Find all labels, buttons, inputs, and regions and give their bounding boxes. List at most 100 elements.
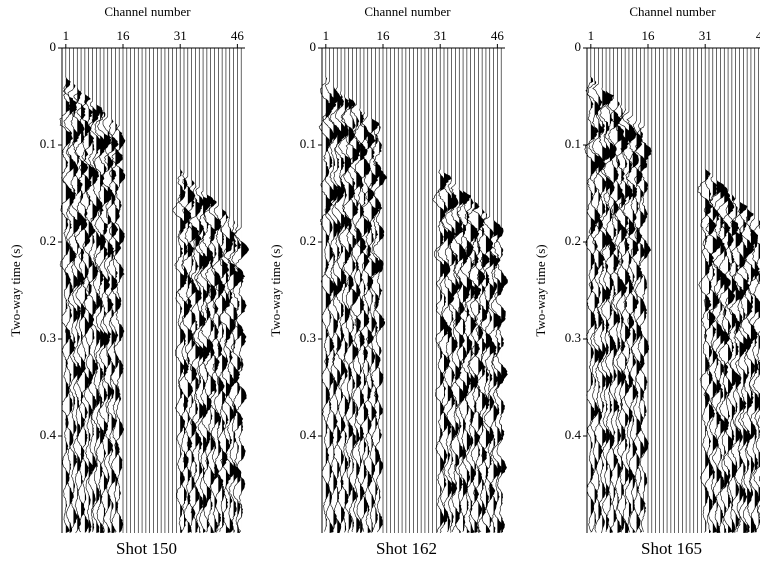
trace-fill [222,209,229,533]
trace-fill [96,104,103,534]
x-tick-label: 1 [63,28,70,43]
trace-fill [195,183,202,534]
panel-title: Shot 150 [116,539,177,558]
trace-fill [379,125,387,533]
trace [177,48,192,534]
x-tick-label: 16 [377,28,391,43]
trace-fill [88,97,96,533]
x-axis-label: Channel number [364,4,451,19]
trace-fill [606,90,614,533]
trace [97,48,112,532]
trace-fill [466,194,474,533]
trace-fill [705,169,713,533]
y-tick-label: 0.2 [565,233,581,248]
trace [372,48,387,533]
panel-title: Shot 162 [376,539,437,558]
trace-fill [598,84,606,533]
trace [713,48,728,532]
panel: 1 16 31 46 0 0.1 0.2 0.3 0.4 Channel number Two-wa… [8,4,249,558]
trace-fill [363,111,371,533]
trace [104,48,119,533]
y-tick-label: 0.2 [40,233,56,248]
trace-fill [360,108,368,534]
y-tick-label: 0 [575,39,582,54]
y-tick-label: 0.3 [565,330,581,345]
x-tick-label: 1 [323,28,330,43]
trace-fill [210,198,217,534]
trace-fill [65,77,73,533]
trace-fill [119,125,126,533]
trace-fill [750,212,758,533]
trace [739,48,755,532]
trace-fill [341,90,349,533]
x-tick-label: 46 [756,28,760,43]
trace-fill [747,209,754,533]
trace-fill [371,118,380,534]
y-tick-label: 0.4 [300,427,317,442]
panel: 1 16 31 46 0 0.1 0.2 0.3 0.4 Channel number Two-wa… [533,4,760,558]
trace-fill [375,122,382,533]
y-axis-label: Two-way time (s) [533,244,548,336]
trace-fill [609,94,617,534]
trace [59,48,74,532]
trace [62,48,78,533]
trace [452,48,467,533]
trace-fill [92,101,100,534]
trace-fill [628,111,637,533]
trace-fill [77,87,85,533]
x-tick-label: 31 [699,28,712,43]
x-tick-label: 16 [642,28,656,43]
y-axis-label: Two-way time (s) [268,244,283,336]
y-tick-label: 0.4 [565,427,582,442]
trace [348,48,363,533]
trace-fill [237,223,245,534]
trace-fill [724,187,731,533]
trace-fill [225,212,233,533]
trace [463,48,479,534]
y-tick-label: 0.3 [300,330,316,345]
trace [625,48,639,533]
trace-fill [81,90,88,533]
trace-fill [367,115,376,533]
trace-fill [501,227,508,533]
trace-fill [489,216,497,533]
x-axis-label: Channel number [104,4,191,19]
trace-fill [594,80,602,534]
x-tick-label: 31 [174,28,187,43]
y-tick-label: 0.1 [300,136,316,151]
trace-fill [229,216,236,533]
trace [322,48,337,533]
trace-fill [203,191,211,533]
y-tick-label: 0 [50,39,57,54]
y-tick-label: 0.1 [565,136,581,151]
trace-fill [716,180,725,533]
trace-fill [720,183,728,534]
trace-fill [644,125,652,533]
trace-fill [73,84,80,533]
trace [595,48,611,534]
trace-fill [625,108,632,534]
trace-fill [739,201,748,534]
x-tick-label: 31 [434,28,447,43]
trace-fill [613,97,622,533]
y-tick-label: 0.2 [300,233,316,248]
panel: 1 16 31 46 0 0.1 0.2 0.3 0.4 Channel number Two-wa… [268,4,508,558]
y-tick-label: 0.1 [40,136,56,151]
trace-fill [444,172,451,533]
y-tick-label: 0 [310,39,317,54]
trace [448,48,463,532]
trace [76,48,92,533]
trace-fill [459,187,467,533]
trace-fill [731,194,739,533]
y-axis-label: Two-way time (s) [8,244,23,336]
y-tick-label: 0.4 [40,427,57,442]
trace-fill [218,205,225,533]
trace-fill [100,108,108,534]
trace-fill [602,87,611,533]
trace-fill [493,220,501,534]
trace-fill [617,101,624,534]
trace-fill [115,122,123,533]
trace-fill [348,97,355,533]
